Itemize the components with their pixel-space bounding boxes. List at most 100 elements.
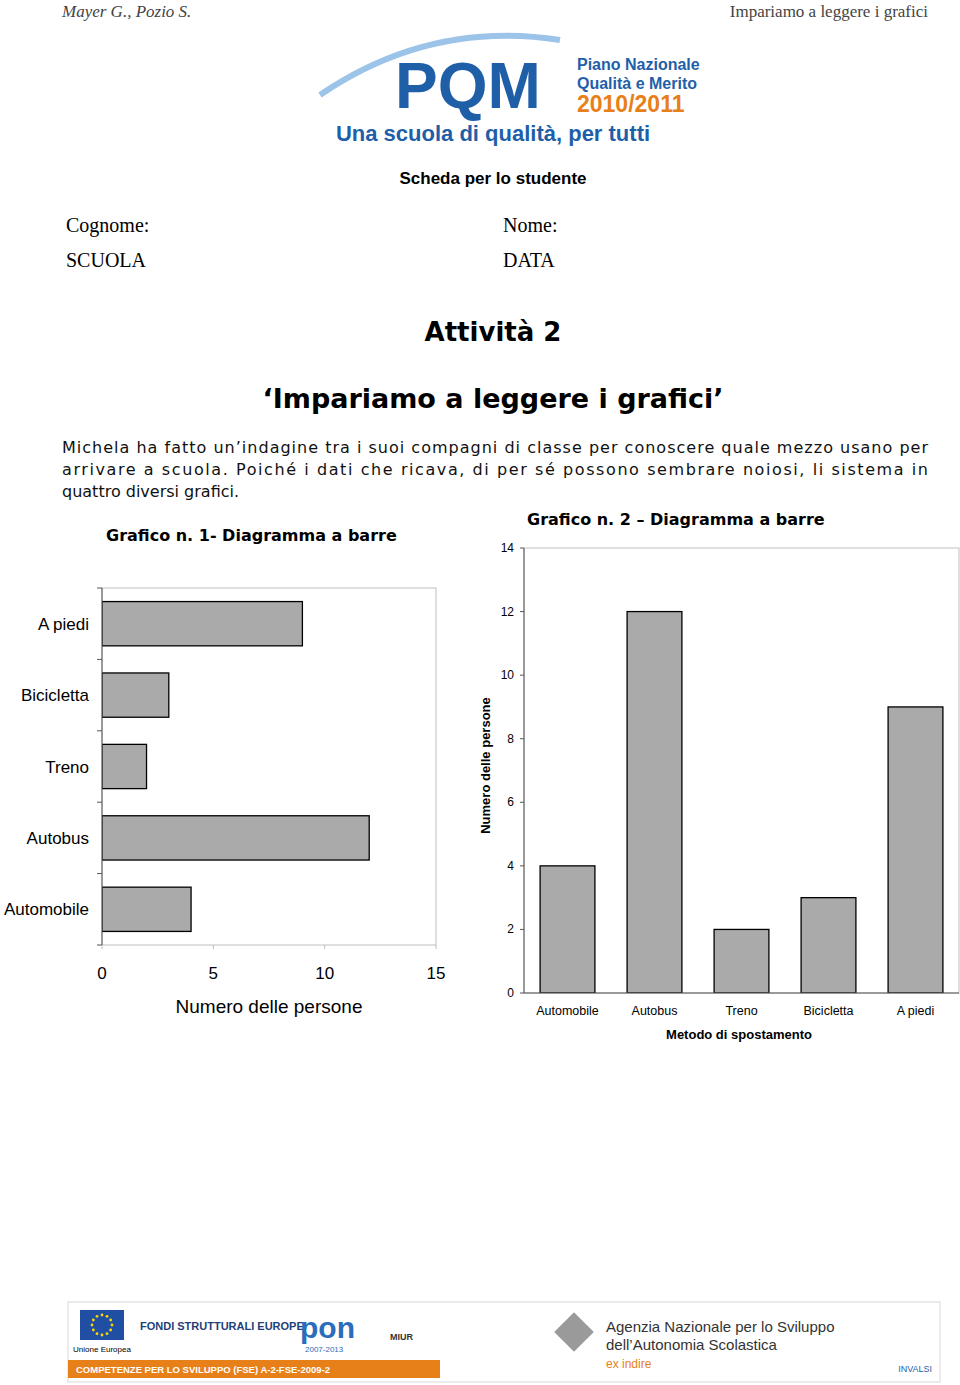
bars [102, 602, 369, 932]
tick [520, 993, 524, 994]
category-axis [524, 993, 959, 994]
chart-title: Grafico n. 1- Diagramma a barre [106, 526, 397, 545]
footer-text: INVALSI [898, 1364, 932, 1374]
category-label: Automobile [536, 1004, 599, 1018]
tick-label: 8 [507, 732, 514, 746]
eu-star [106, 1315, 109, 1318]
category-separator [97, 730, 102, 731]
eu-star [96, 1332, 99, 1335]
tick-label: 14 [501, 541, 515, 555]
tick [520, 611, 524, 612]
category-separator [97, 588, 102, 589]
footer-text: FONDI STRUTTURALI EUROPEI [140, 1320, 307, 1332]
page: Mayer G., Pozio S. Impariamo a leggere i … [0, 0, 960, 1385]
eu-star [91, 1324, 94, 1327]
footer-frame [68, 1302, 940, 1382]
bar [102, 673, 169, 717]
activity-number: Attività 2 [425, 317, 562, 347]
tick-label: 0 [97, 964, 106, 983]
footer-text: 2007-2013 [305, 1345, 344, 1354]
category-separator [97, 802, 102, 803]
bar [102, 816, 369, 860]
footer-text: pon [300, 1311, 355, 1344]
tick [520, 738, 524, 739]
axis-title: Numero delle persone [478, 697, 493, 834]
category-label: Treno [45, 758, 89, 777]
plot-frame [102, 588, 436, 945]
activity-title: ‘Impariamo a leggere i grafici’ [262, 383, 723, 414]
footer-text: Unione Europea [73, 1345, 131, 1354]
tick-label: 4 [507, 859, 514, 873]
category-separator [97, 945, 102, 946]
logo-line: Qualità e Merito [577, 75, 697, 92]
eu-star [92, 1329, 95, 1332]
tick [324, 945, 325, 949]
tick-label: 12 [501, 605, 515, 619]
bars [540, 612, 943, 993]
fse-band [68, 1360, 440, 1378]
tick [102, 945, 103, 949]
tick-label: 10 [501, 668, 515, 682]
chart: Grafico n. 2 – Diagramma a barre02468101… [478, 510, 959, 1042]
tick-label: 6 [507, 795, 514, 809]
footer-text: dell’Autonomia Scolastica [606, 1336, 778, 1353]
author: Mayer G., Pozio S. [61, 2, 191, 21]
footer-text: MIUR [390, 1332, 413, 1342]
bar [714, 929, 769, 993]
eu-flag [80, 1310, 124, 1340]
footer-text: COMPETENZE PER LO SVILUPPO (FSE) A-2-FSE… [76, 1364, 330, 1375]
agency-mark [554, 1312, 594, 1352]
value-axis [524, 548, 525, 993]
bar [540, 866, 595, 993]
eu-star [92, 1319, 95, 1322]
eu-star [109, 1319, 112, 1322]
footer-text: Agenzia Nazionale per lo Sviluppo [606, 1318, 834, 1335]
chart-title: Grafico n. 2 – Diagramma a barre [527, 510, 825, 529]
sheet-heading: Scheda per lo studente [399, 169, 586, 188]
eu-star [96, 1315, 99, 1318]
footer-text: ex indire [606, 1357, 652, 1371]
bar [102, 602, 302, 646]
tick-label: 5 [209, 964, 218, 983]
logo-motto: Una scuola di qualità, per tutti [336, 121, 650, 146]
chart: Grafico n. 1- Diagramma a barre A piedi Bi… [4, 526, 446, 1017]
eu-star [109, 1329, 112, 1332]
tick [520, 548, 524, 549]
field-label: SCUOLA [66, 249, 147, 271]
category-label: Bicicletta [803, 1004, 853, 1018]
field-label: DATA [503, 249, 555, 271]
intro-line: arrivare a scuola. Poiché i dati che ric… [62, 460, 928, 479]
tick-label: 2 [507, 922, 514, 936]
logo-brand: PQM [395, 50, 541, 122]
plot-frame [524, 548, 959, 993]
tick-label: 15 [427, 964, 446, 983]
tick-label: 10 [315, 964, 334, 983]
intro-line: Michela ha fatto un’indagine tra i suoi … [62, 438, 928, 457]
axis-title: Numero delle persone [176, 996, 363, 1017]
intro-line: quattro diversi grafici. [62, 482, 239, 501]
bar [102, 744, 147, 788]
axis-title: Metodo di spostamento [666, 1027, 812, 1042]
tick [520, 929, 524, 930]
logo-line: Piano Nazionale [577, 56, 700, 73]
eu-star [101, 1314, 104, 1317]
category-separator [97, 873, 102, 874]
category-label: A piedi [38, 615, 89, 634]
tick [436, 945, 437, 949]
category-separator [97, 659, 102, 660]
running-title: Impariamo a leggere i grafici [730, 2, 929, 21]
bar [102, 887, 191, 931]
category-label: Autobus [27, 829, 89, 848]
bar [888, 707, 943, 993]
tick [520, 865, 524, 866]
eu-star [101, 1334, 104, 1337]
field-label: Nome: [503, 214, 557, 236]
logo-years: 2010/2011 [577, 91, 685, 117]
category-label: Autobus [632, 1004, 678, 1018]
tick [213, 945, 214, 949]
tick [520, 802, 524, 803]
tick [520, 675, 524, 676]
category-label: Bicicletta [21, 686, 90, 705]
category-axis [102, 588, 103, 945]
bar [627, 612, 682, 993]
